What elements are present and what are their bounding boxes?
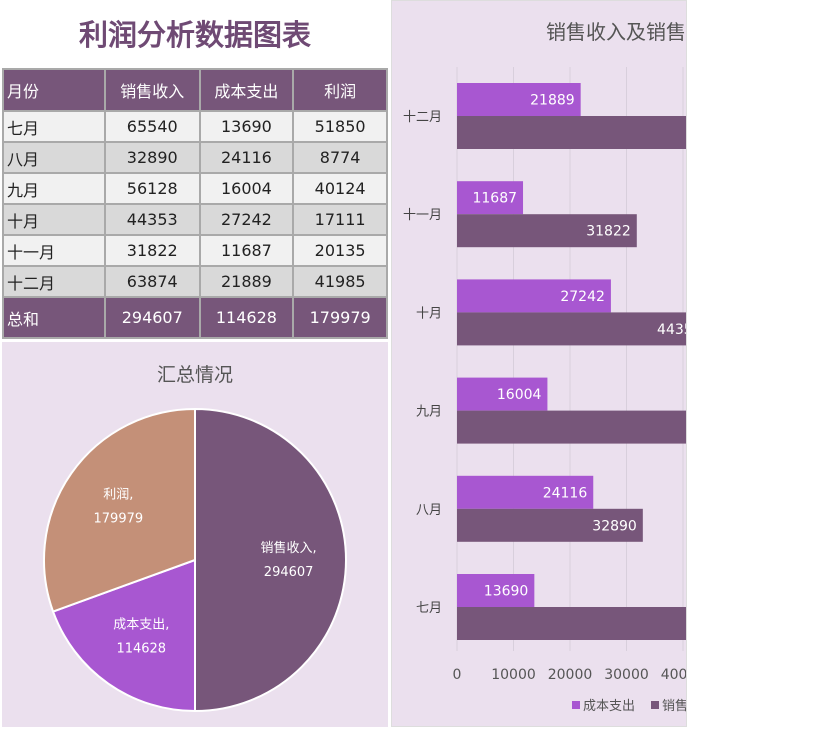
table-row: 七月 65540 13690 51850 (2, 110, 388, 143)
pie-slice-value: 114628 (116, 642, 166, 657)
x-tick-label: 40000 (661, 667, 687, 683)
table-row: 十二月 63874 21889 41985 (2, 265, 388, 298)
table-cell: 27242 (198, 203, 295, 236)
table-cell: 41985 (292, 265, 388, 298)
table-cell: 17111 (292, 203, 388, 236)
table-cell: 51850 (292, 110, 388, 143)
table-row: 八月 32890 24116 8774 (2, 141, 388, 174)
table-cell: 114628 (198, 296, 295, 339)
bar-value-label: 44353 (657, 322, 687, 338)
table-cell: 56128 (103, 172, 201, 205)
table-cell: 16004 (198, 172, 295, 205)
table-cell: 179979 (292, 296, 388, 339)
table-cell: 8774 (292, 141, 388, 174)
x-tick-label: 10000 (491, 667, 536, 683)
bar (457, 116, 686, 149)
table-cell: 十一月 (2, 234, 106, 267)
table-cell: 十二月 (2, 265, 106, 298)
bar-chart-title: 销售收入及销售 (546, 20, 686, 44)
pie-chart: 销售收入, 294607 成本支出, 114628 利润, 179979 (43, 407, 347, 713)
bar-value-label: 27242 (560, 289, 605, 305)
table-cell: 13690 (198, 110, 295, 143)
pie-slice (51, 558, 196, 713)
bar (457, 607, 686, 640)
bar (457, 410, 686, 444)
table-cell: 40124 (292, 172, 388, 205)
pie-chart-panel: 汇总情况 销售收入, 294607 成本支出, 114628 利润, 179979 (2, 342, 388, 727)
legend-label: 成本支出 (583, 699, 635, 714)
table-row: 九月 56128 16004 40124 (2, 172, 388, 205)
bar-value-label: 11687 (472, 191, 517, 207)
x-tick-label: 30000 (604, 667, 649, 683)
table-cell: 31822 (103, 234, 201, 267)
table-cell: 七月 (2, 110, 106, 143)
pie-slice (43, 407, 196, 613)
pie-slice-value: 294607 (264, 565, 314, 580)
bar-value-label: 13690 (484, 584, 529, 600)
bar (457, 377, 548, 411)
table-row: 十一月 31822 11687 20135 (2, 234, 388, 267)
table-cell: 44353 (103, 203, 201, 236)
category-label: 十二月 (403, 110, 442, 125)
table-cell: 32890 (103, 141, 201, 174)
category-label: 十月 (416, 306, 442, 321)
table-cell: 九月 (2, 172, 106, 205)
table-cell: 总和 (2, 296, 106, 339)
table-cell: 十月 (2, 203, 106, 236)
column-header: 成本支出 (198, 68, 295, 112)
bar-value-label: 24116 (543, 485, 588, 501)
pie-chart-title: 汇总情况 (156, 364, 233, 386)
bar-chart-panel: 销售收入及销售 010000200003000040000七月136906554… (391, 0, 687, 727)
x-tick-label: 20000 (548, 667, 593, 683)
table-row: 十月 44353 27242 17111 (2, 203, 388, 236)
bar (457, 181, 524, 215)
column-header: 月份 (2, 68, 106, 112)
table-cell: 294607 (103, 296, 201, 339)
bar (457, 312, 686, 346)
bar-value-label: 16004 (497, 387, 542, 403)
table-cell: 11687 (198, 234, 295, 267)
legend-label: 销售 (662, 698, 687, 714)
table-cell: 八月 (2, 141, 106, 174)
bar-chart: 010000200003000040000七月1369065540八月24116… (403, 67, 687, 714)
pie-slice-label: 成本支出, (113, 618, 169, 633)
table-cell: 20135 (292, 234, 388, 267)
table-cell: 63874 (103, 265, 201, 298)
pie-slice-label: 利润, (103, 487, 133, 502)
pie-slice-value: 179979 (94, 511, 144, 526)
bar (457, 574, 535, 607)
category-label: 七月 (416, 601, 442, 616)
category-label: 十一月 (403, 208, 442, 223)
bar (457, 475, 594, 509)
bar-value-label: 31822 (586, 224, 631, 240)
page-title: 利润分析数据图表 (78, 18, 311, 52)
bar (457, 508, 643, 542)
category-label: 九月 (416, 405, 442, 420)
table-cell: 24116 (198, 141, 295, 174)
pie-slice (194, 407, 347, 713)
column-header: 销售收入 (103, 68, 201, 112)
x-tick-label: 0 (453, 667, 462, 683)
table-header-row: 月份 销售收入 成本支出 利润 (2, 68, 388, 112)
table-cell: 65540 (103, 110, 201, 143)
bar-value-label: 32890 (592, 518, 637, 534)
pie-slice-label: 销售收入, (261, 540, 317, 556)
bar (457, 279, 611, 313)
total-row: 总和 294607 114628 179979 (2, 296, 388, 339)
legend-swatch (572, 701, 580, 709)
bar-value-label: 21889 (530, 93, 575, 109)
bar (457, 214, 637, 248)
column-header: 利润 (292, 68, 388, 112)
legend-swatch (651, 701, 659, 709)
bar (457, 83, 581, 116)
table-cell: 21889 (198, 265, 295, 298)
data-table: 月份 销售收入 成本支出 利润 七月 65540 13690 51850 八月 32890 241… (2, 68, 388, 339)
category-label: 八月 (416, 503, 442, 518)
